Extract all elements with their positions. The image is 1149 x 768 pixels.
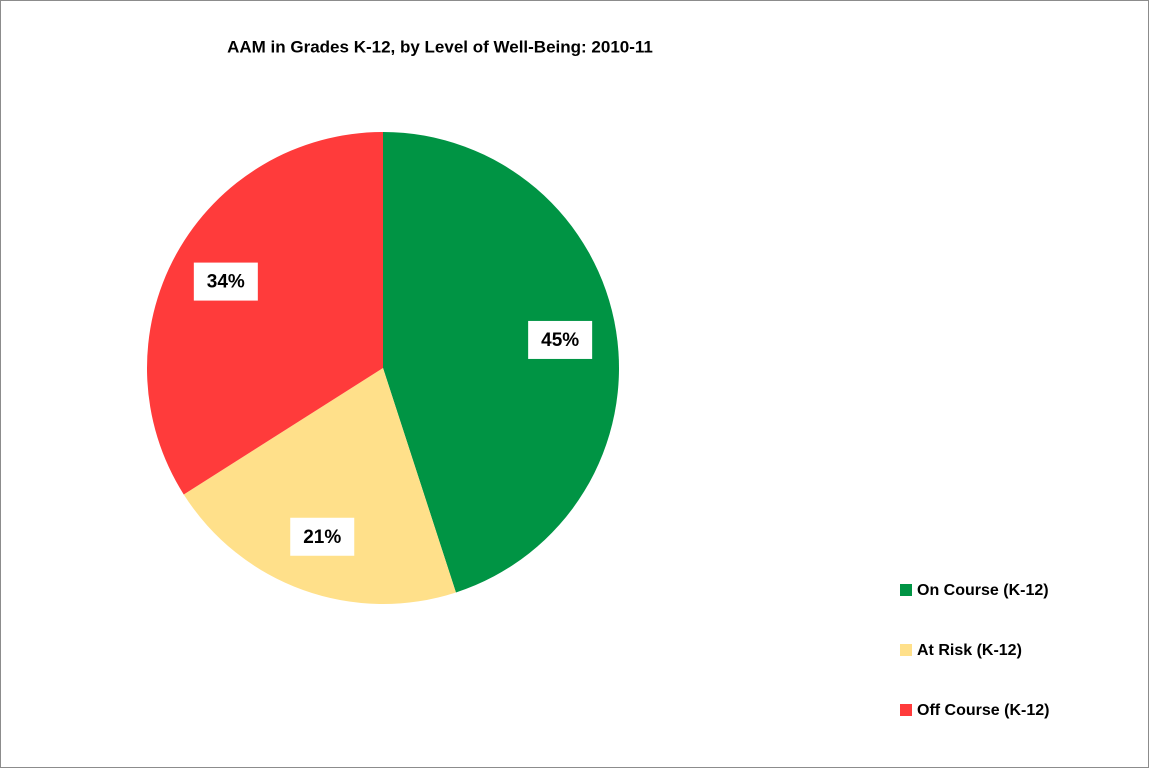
- legend-label: Off Course (K-12): [917, 702, 1049, 719]
- data-label-box: [193, 262, 258, 301]
- legend-label: On Course (K-12): [917, 582, 1049, 599]
- pie-slice: [147, 132, 383, 495]
- pie-slice: [183, 368, 456, 604]
- pie-slice: [383, 132, 619, 593]
- chart-title: AAM in Grades K-12, by Level of Well-Bei…: [227, 37, 653, 56]
- legend-swatch: [900, 644, 912, 656]
- data-label: 45%: [541, 330, 579, 351]
- legend-swatch: [900, 704, 912, 716]
- data-label: 21%: [303, 527, 341, 548]
- data-label-box: [290, 517, 355, 556]
- legend-swatch: [900, 584, 912, 596]
- data-label-box: [528, 320, 593, 359]
- data-label: 34%: [207, 272, 245, 293]
- legend-label: At Risk (K-12): [917, 642, 1022, 659]
